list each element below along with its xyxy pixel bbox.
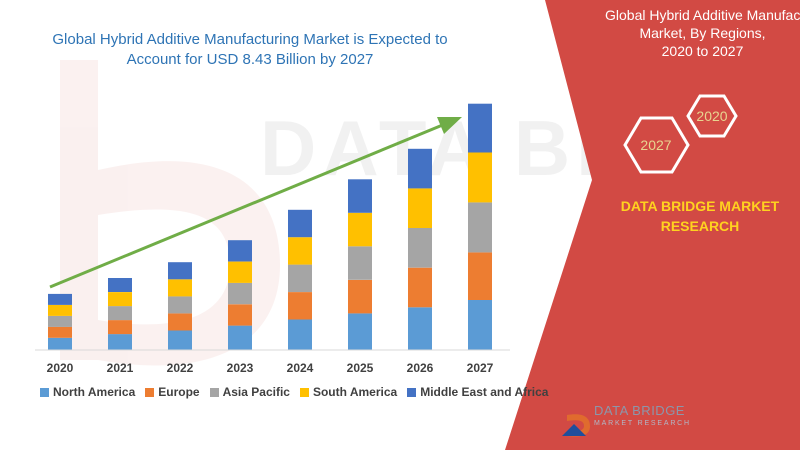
bar-2020-north-america [48,337,72,350]
hex-2027-outline [623,116,690,174]
footer-logo-mark [560,404,590,437]
bar-2025-middle-east-and-africa [348,179,372,213]
bar-2023-middle-east-and-africa [228,240,252,262]
bar-2024-europe [288,292,312,320]
legend-swatch [209,387,219,397]
legend-item-north-america: North America [40,385,135,399]
bars-group [48,103,492,350]
side-panel [505,0,800,450]
bar-2020-south-america [48,304,72,316]
chart-title: Global Hybrid Additive Manufacturing Mar… [20,30,480,70]
legend-swatch [299,387,309,397]
chart-title-line-2: Account for USD 8.43 Billion by 2027 [126,51,374,68]
legend-item-middle-east-and-africa: Middle East and Africa [407,385,548,399]
growth-arrow-line [49,122,446,289]
legend: North America Europe Asia Pacific South Ame… [40,384,548,400]
bar-2024-south-america [288,237,312,265]
bar-2022-north-america [168,330,192,350]
bar-2026-south-america [408,188,432,228]
side-panel-title-line-2: Market, By Regions, [639,25,766,41]
bar-2020-europe [48,326,72,338]
bar-2022-europe [168,313,192,331]
legend-label: North America [53,385,136,399]
x-tick-labels: 2020 2021 2022 2023 2024 2025 2026 2027 [47,361,494,375]
chart-title-line-1: Global Hybrid Additive Manufacturing Mar… [52,31,448,48]
bar-2024-north-america [288,319,312,350]
bar-2021-asia-pacific [108,306,132,321]
legend-item-south-america: South America [299,385,398,399]
bar-2027-north-america [468,300,492,350]
bar-2024-asia-pacific [288,264,312,292]
x-tick-label-2021: 2021 [107,361,134,375]
bar-2027-middle-east-and-africa [468,103,492,153]
bar-2026-middle-east-and-africa [408,148,432,189]
bar-2023-europe [228,304,252,326]
bar-2023-asia-pacific [228,282,252,305]
side-panel-title-line-3: 2020 to 2027 [661,43,744,59]
legend-swatch [407,387,417,397]
side-panel-title-line-1: Global Hybrid Additive Manufacturing [605,7,800,23]
bar-2027-europe [468,252,492,300]
bar-2021-north-america [108,334,132,350]
legend-item-europe: Europe [145,385,200,399]
growth-arrow [49,117,462,289]
legend-item-asia-pacific: Asia Pacific [209,385,290,399]
plot-area: 2020 2021 2022 2023 2024 2025 2026 2027 [35,103,510,375]
bar-2022-south-america [168,279,192,297]
bar-2023-north-america [228,325,252,350]
bar-2020-middle-east-and-africa [48,293,72,305]
legend-label: Middle East and Africa [420,385,549,399]
brand-name-line-1: DATA BRIDGE MARKET [620,198,780,214]
legend-swatch [40,387,49,397]
bar-2021-middle-east-and-africa [108,278,132,292]
bar-2022-middle-east-and-africa [168,262,192,280]
bar-2027-asia-pacific [468,202,492,253]
hex-2027-label: 2027 [640,137,671,153]
bar-2024-middle-east-and-africa [288,209,312,238]
bar-2026-north-america [408,307,432,350]
bar-2025-asia-pacific [348,246,372,280]
bar-2021-europe [108,320,132,335]
footer-logo-text: DATA BRIDGE [594,403,685,418]
side-panel-title: Global Hybrid Additive Manufacturing Mar… [605,6,800,60]
bar-2021-south-america [108,292,132,307]
bar-2025-south-america [348,212,372,247]
hex-2020-label: 2020 [696,108,727,124]
hex-2020: 2020 [686,94,738,138]
legend-swatch [145,387,155,397]
bar-2027-south-america [468,152,492,203]
bar-2025-europe [348,279,372,314]
x-tick-label-2026: 2026 [407,361,434,375]
x-tick-label-2020: 2020 [47,361,74,375]
bar-2026-asia-pacific [408,228,432,268]
bar-2026-europe [408,267,432,308]
hex-2027: 2027 [623,116,690,174]
bar-2020-asia-pacific [48,315,72,327]
legend-label: Asia Pacific [222,385,290,399]
legend-label: Europe [158,385,200,399]
brand-name-line-2: RESEARCH [660,218,740,234]
footer-logo-subtext: MARKET RESEARCH [594,420,691,427]
brand-name: DATA BRIDGE MARKET RESEARCH [600,196,800,236]
x-tick-label-2023: 2023 [227,361,254,375]
x-tick-label-2025: 2025 [347,361,374,375]
x-tick-label-2024: 2024 [287,361,314,375]
bar-2025-north-america [348,313,372,350]
growth-arrow-head [437,117,462,134]
hex-2020-outline [686,94,738,138]
bar-2022-asia-pacific [168,296,192,314]
bar-2023-south-america [228,261,252,283]
legend-label: South America [312,385,398,399]
x-tick-label-2022: 2022 [167,361,194,375]
x-tick-label-2027: 2027 [467,361,494,375]
